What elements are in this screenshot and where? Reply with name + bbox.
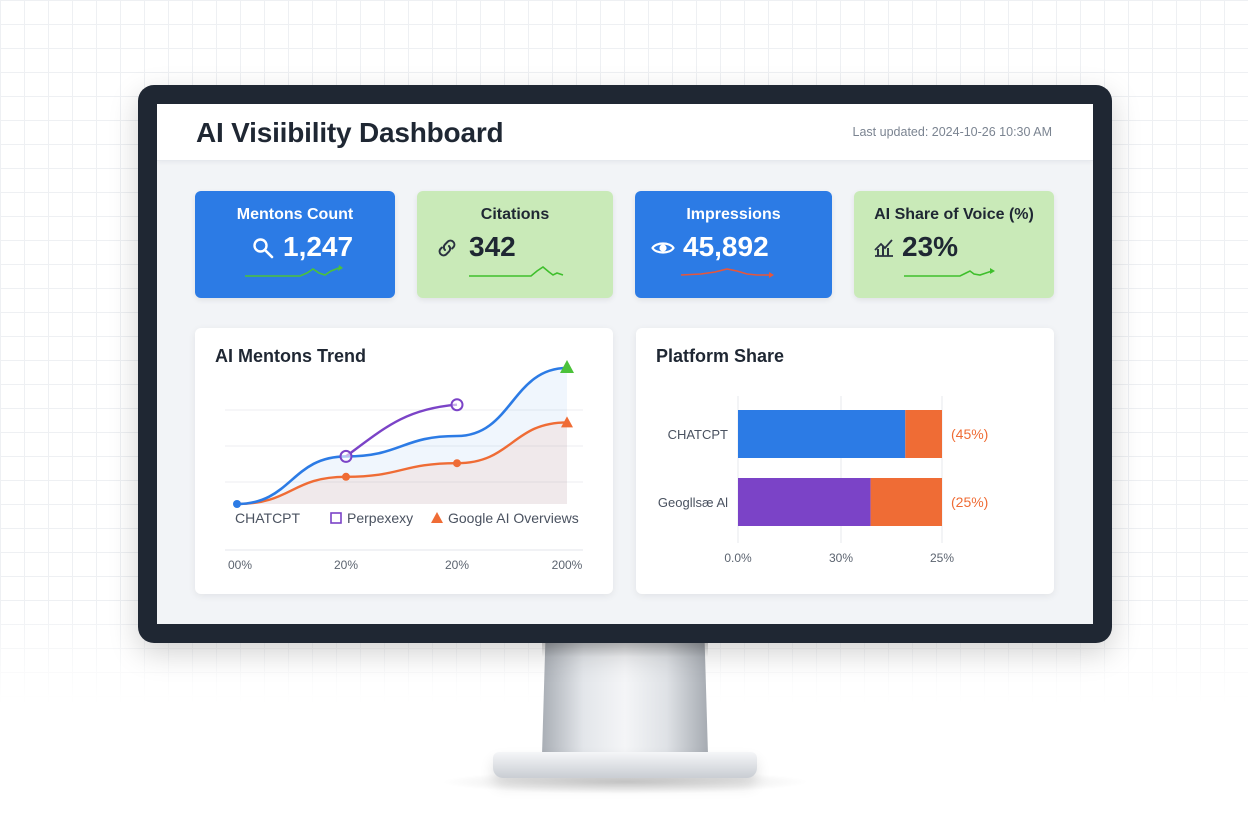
bar-primary: [738, 410, 906, 458]
chatgpt-point: [233, 500, 241, 508]
chatgpt-point: [560, 360, 574, 373]
chart-trend-icon: [874, 239, 893, 257]
legend-marker-google: [431, 512, 443, 523]
eye-icon: [651, 242, 675, 254]
kpi-sparkline: [904, 268, 995, 277]
google-point: [342, 472, 350, 481]
bar-secondary: [870, 478, 942, 526]
trend-panel: AI Mentons Trend CHATCPT Perpexexy Google …: [195, 328, 613, 594]
search-icon: [253, 238, 274, 259]
value-label: (45%): [951, 426, 988, 442]
perplexity-point: [339, 449, 353, 463]
link-icon: [438, 239, 456, 257]
legend-marker-perplexity: [330, 512, 342, 524]
category-label: Geogllsæ Al: [658, 495, 728, 510]
kpi-value: 23%: [902, 231, 959, 262]
kpi-sparkline: [245, 265, 343, 277]
x-tick-label: 0.0%: [724, 551, 752, 565]
page-title: AI Visiibility Dashboard: [196, 117, 504, 148]
google-area: [237, 422, 567, 504]
kpi-sparkline: [469, 266, 564, 277]
monitor-stand-base: [493, 752, 757, 778]
kpi-label: Mentons Count: [236, 206, 354, 223]
x-tick-label: 20%: [445, 558, 469, 572]
dashboard-screen: AI Visiibility Dashboard Last updated: 2…: [157, 104, 1093, 624]
google-point: [561, 416, 573, 428]
trend-chart: CHATCPT Perpexexy Google AI Overviews 00% 20…: [225, 360, 583, 572]
x-tick-label: 20%: [334, 558, 358, 572]
chatgpt-line: [236, 366, 568, 506]
monitor-stand-neck: [542, 643, 708, 755]
bar-secondary: [905, 410, 942, 458]
monitor-stand-shade: [542, 643, 708, 657]
kpi-label: Impressions: [686, 206, 781, 223]
kpi-card-mentions[interactable]: Mentons Count 1,247: [195, 191, 395, 298]
kpi-value: 342: [469, 231, 516, 262]
dashboard-header: AI Visiibility Dashboard Last updated: 2…: [157, 104, 1093, 161]
x-tick-label: 30%: [829, 551, 853, 565]
legend-label-google: Google AI Overviews: [448, 510, 579, 526]
kpi-sparkline: [681, 268, 774, 278]
chatgpt-area: [237, 368, 567, 504]
last-updated-text: Last updated: 2024-10-26 10:30 AM: [852, 125, 1052, 139]
kpi-card-impressions[interactable]: Impressions 45,892: [635, 191, 832, 298]
kpi-value: 1,247: [283, 231, 354, 262]
x-tick-label: 00%: [228, 558, 252, 572]
x-tick-label: 25%: [930, 551, 954, 565]
platform-share-panel: Platform Share CHATCPT (45%) Geogllsæ Al (2…: [636, 328, 1054, 594]
perplexity-point: [450, 398, 464, 412]
google-point: [453, 459, 461, 468]
google-line: [236, 421, 568, 506]
x-tick-label: 200%: [552, 558, 583, 572]
kpi-card-citations[interactable]: Citations 342: [417, 191, 613, 298]
kpi-label: AI Share of Voice (%): [874, 206, 1034, 223]
platform-share-chart: CHATCPT (45%) Geogllsæ Al (25%) 0.0% 30% 25%: [658, 396, 988, 565]
kpi-value: 45,892: [683, 231, 769, 262]
legend-label-chatgpt: CHATCPT: [235, 510, 301, 526]
kpi-label: Citations: [480, 206, 550, 223]
perplexity-line: [345, 403, 458, 458]
panel-title: Platform Share: [656, 346, 785, 366]
category-label: CHATCPT: [668, 427, 728, 442]
bar-primary: [738, 478, 871, 526]
kpi-card-share-of-voice[interactable]: AI Share of Voice (%) 23%: [854, 191, 1054, 298]
legend-label-perplexity: Perpexexy: [347, 510, 413, 526]
value-label: (25%): [951, 494, 988, 510]
panel-title: AI Mentons Trend: [215, 346, 367, 366]
